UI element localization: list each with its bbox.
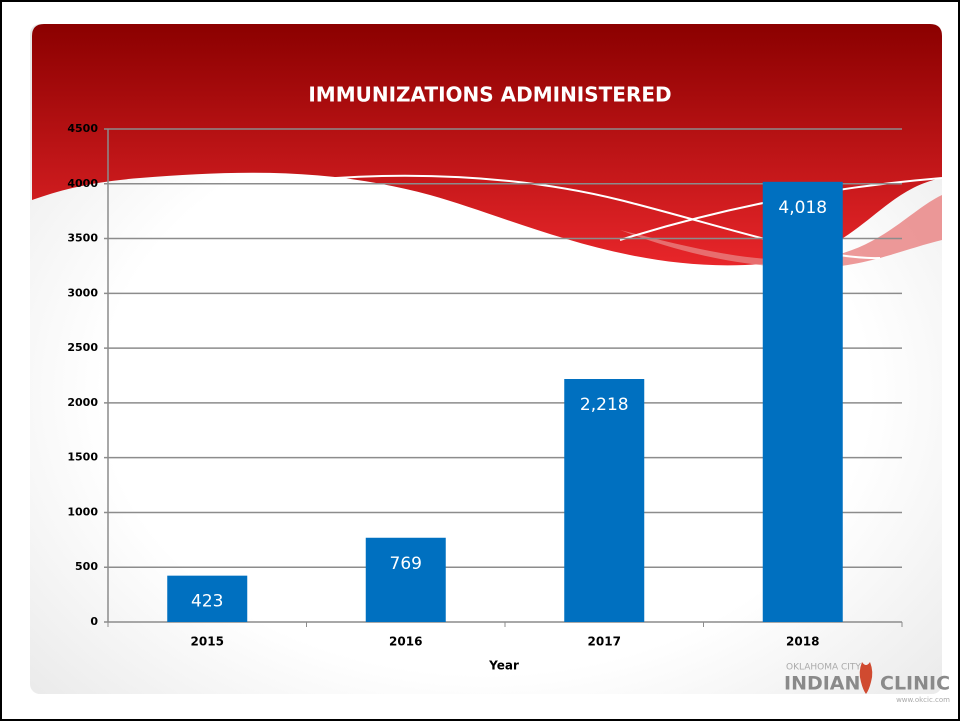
y-tick-label: 4000 <box>67 177 98 190</box>
x-tick-label: 2017 <box>588 635 621 649</box>
x-tick-label: 2016 <box>389 635 422 649</box>
data-label: 423 <box>191 592 223 612</box>
bar <box>167 575 248 622</box>
data-label: 4,018 <box>778 198 827 218</box>
y-tick-label: 1000 <box>67 505 98 518</box>
bar <box>564 379 645 622</box>
data-label: 2,218 <box>580 395 629 415</box>
x-tick-label: 2015 <box>191 635 224 649</box>
logo-icon <box>859 662 873 694</box>
data-label: 769 <box>390 554 422 574</box>
x-tick-label: 2018 <box>786 635 819 649</box>
y-tick-label: 0 <box>90 615 98 628</box>
y-tick-label: 500 <box>75 560 98 573</box>
logo: OKLAHOMA CITY INDIAN CLINIC www.okcic.co… <box>784 662 950 704</box>
y-tick-label: 2500 <box>67 341 98 354</box>
banner-wave <box>620 195 942 269</box>
logo-word: CLINIC <box>880 673 950 695</box>
logo-url: www.okcic.com <box>896 696 950 704</box>
y-tick-label: 3500 <box>67 232 98 245</box>
y-tick-label: 1500 <box>67 451 98 464</box>
logo-word: INDIAN <box>784 673 860 695</box>
y-tick-label: 3000 <box>67 286 98 299</box>
chart-title: IMMUNIZATIONS ADMINISTERED <box>308 83 671 107</box>
bar <box>762 181 843 622</box>
banner <box>32 24 942 266</box>
y-tick-label: 2000 <box>67 396 98 409</box>
y-tick-label: 4500 <box>67 122 98 135</box>
bar <box>365 537 446 622</box>
logo-city: OKLAHOMA CITY <box>786 663 861 673</box>
x-axis-label: Year <box>488 659 519 673</box>
